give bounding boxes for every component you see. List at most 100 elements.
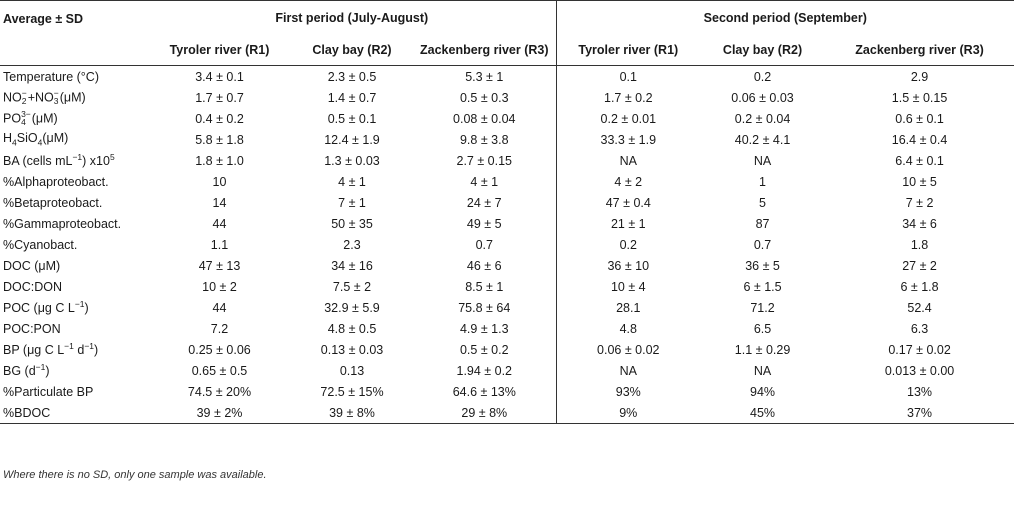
table-cell: 10 ± 4 — [555, 276, 701, 297]
site-header: Clay bay (R2) — [291, 35, 413, 66]
table-cell: 7 ± 2 — [905, 195, 934, 210]
table-cell: 1.1 — [210, 237, 229, 252]
table-cell: 0.4 ± 0.2 — [195, 111, 244, 126]
table-row: %Betaproteobact. 14 7 ± 1 24 ± 7 47 ± 0.4 5 7 … — [0, 192, 1014, 213]
table-row: %Gammaproteobact. 44 50 ± 35 49 ± 5 21 ± 1 87… — [0, 213, 1014, 234]
data-table: Average ± SD First period (July-August) … — [0, 0, 1014, 424]
site-header: Tyroler river (R1) — [148, 35, 291, 66]
table-cell: 1.8 ± 1.0 — [195, 153, 244, 168]
table-cell: 74.5 ± 20% — [187, 384, 252, 399]
table-row: BP (μg C L−1 d−1) 0.25 ± 0.06 0.13 ± 0.03 0… — [0, 339, 1014, 360]
table-cell: 7 ± 1 — [338, 195, 366, 210]
table-cell: 29 ± 8% — [413, 402, 557, 424]
table-cell: 34 ± 16 — [331, 258, 373, 273]
table-row: %Particulate BP 74.5 ± 20% 72.5 ± 15% 64.6 … — [0, 381, 1014, 402]
row-label: BG (d−1) — [3, 362, 50, 379]
table-row: %Alphaproteobact. 10 4 ± 1 4 ± 1 4 ± 2 1 10 ± … — [0, 171, 1014, 192]
table-cell: 4 ± 1 — [338, 174, 366, 189]
row-label: POC (μg C L−1) — [3, 299, 89, 316]
table-cell: 0.2 — [555, 234, 701, 255]
table-cell: 0.6 ± 0.1 — [895, 111, 944, 126]
table-cell: 72.5 ± 15% — [320, 384, 384, 399]
table-cell: NA — [555, 150, 701, 171]
table-cell: 44 — [212, 300, 227, 315]
table-cell: 0.2 — [753, 69, 772, 84]
table-cell: 0.06 ± 0.02 — [555, 339, 701, 360]
table-cell: 44 — [212, 216, 227, 231]
table-cell: NA — [555, 360, 701, 381]
header-row-periods: Average ± SD First period (July-August) … — [0, 0, 1014, 66]
row-label: Temperature (°C) — [3, 69, 99, 84]
table-cell: 87 — [755, 216, 770, 231]
table-cell: 0.06 ± 0.03 — [731, 90, 794, 105]
table-cell: 6 ± 1.5 — [743, 279, 782, 294]
second-period-header: Second period (September) — [555, 0, 1014, 35]
table-cell: 12.4 ± 1.9 — [324, 132, 380, 147]
row-label: %Betaproteobact. — [3, 195, 103, 210]
table-cell: 0.7 — [475, 237, 493, 252]
table-cell: 9.8 ± 3.8 — [459, 132, 509, 147]
table-cell: 4 ± 1 — [470, 174, 499, 189]
table-cell: 3.4 ± 0.1 — [195, 69, 244, 84]
table-cell: 27 ± 2 — [902, 258, 937, 273]
table-body: Temperature (°C) 3.4 ± 0.1 2.3 ± 0.5 5.3 ± … — [0, 65, 1014, 424]
row-label: %Cyanobact. — [3, 237, 78, 252]
table-cell: 40.2 ± 4.1 — [734, 132, 791, 147]
table-cell: 1.5 ± 0.15 — [891, 90, 948, 105]
table-cell: 9% — [555, 402, 701, 424]
table-row: BA (cells mL−1) x105 1.8 ± 1.0 1.3 ± 0.03 2… — [0, 150, 1014, 171]
site-header: Zackenberg river (R3) — [413, 35, 557, 66]
table-cell: 4.9 ± 1.3 — [459, 321, 509, 336]
table-cell: 0.2 ± 0.01 — [555, 108, 701, 129]
table-cell: 2.9 — [910, 69, 929, 84]
data-table-container: Average ± SD First period (July-August) … — [0, 0, 1014, 424]
table-cell: 0.2 ± 0.04 — [734, 111, 791, 126]
table-cell: 0.5 ± 0.1 — [327, 111, 377, 126]
table-row: POC (μg C L−1) 44 32.9 ± 5.9 75.8 ± 64 28.1 7… — [0, 297, 1014, 318]
table-cell: 37% — [825, 402, 1014, 424]
row-label: DOC (μM) — [3, 258, 61, 273]
table-cell: 33.3 ± 1.9 — [555, 129, 701, 150]
site-header: Tyroler river (R1) — [555, 35, 701, 66]
table-cell: 5.3 ± 1 — [465, 69, 504, 84]
table-cell: 47 ± 13 — [198, 258, 241, 273]
table-row: DOC (μM) 47 ± 13 34 ± 16 46 ± 6 36 ± 10 36 ± … — [0, 255, 1014, 276]
table-cell: 34 ± 6 — [902, 216, 937, 231]
table-cell: 0.17 ± 0.02 — [888, 342, 951, 357]
table-cell: 0.5 ± 0.3 — [459, 90, 509, 105]
row-label: DOC:DON — [3, 279, 63, 294]
table-row: BG (d−1) 0.65 ± 0.5 0.13 1.94 ± 0.2 NA NA 0.01… — [0, 360, 1014, 381]
first-period-header: First period (July-August) — [148, 0, 557, 35]
table-cell: 0.1 — [555, 65, 701, 87]
table-cell: 6.4 ± 0.1 — [895, 153, 944, 168]
table-cell: 0.25 ± 0.06 — [188, 342, 251, 357]
table-cell: 14 — [212, 195, 227, 210]
row-label: %BDOC — [0, 402, 148, 424]
table-cell: 16.4 ± 0.4 — [891, 132, 948, 147]
table-row: DOC:DON 10 ± 2 7.5 ± 2 8.5 ± 1 10 ± 4 6 ± 1.5… — [0, 276, 1014, 297]
table-cell: 10 — [212, 174, 227, 189]
table-cell: 6.5 — [753, 321, 772, 336]
table-cell: 1 — [759, 174, 766, 189]
table-cell: 0.65 ± 0.5 — [191, 363, 248, 378]
table-cell: 1.4 ± 0.7 — [327, 90, 377, 105]
table-cell: 13% — [907, 384, 933, 399]
row-label: BA (cells mL−1) x105 — [3, 152, 115, 169]
site-header: Zackenberg river (R3) — [825, 35, 1014, 66]
footnote: Where there is no SD, only one sample wa… — [3, 469, 267, 481]
table-cell: 0.13 — [339, 363, 365, 378]
table-cell: 93% — [555, 381, 701, 402]
table-row: %BDOC 39 ± 2% 39 ± 8% 29 ± 8% 9% 45% 37% — [0, 402, 1014, 424]
table-cell: 52.4 — [907, 300, 932, 315]
table-cell: 28.1 — [555, 297, 701, 318]
table-cell: 6 ± 1.8 — [900, 279, 939, 294]
table-cell: 0.13 ± 0.03 — [320, 342, 384, 357]
table-cell: 39 ± 8% — [291, 402, 413, 424]
table-cell: 24 ± 7 — [466, 195, 502, 210]
table-cell: 1.7 ± 0.2 — [555, 87, 701, 108]
table-cell: 75.8 ± 64 — [458, 300, 511, 315]
table-cell: 2.7 ± 0.15 — [456, 153, 513, 168]
table-cell: 32.9 ± 5.9 — [324, 300, 380, 315]
table-cell: 2.3 ± 0.5 — [327, 69, 377, 84]
row-label: %Alphaproteobact. — [3, 174, 109, 189]
